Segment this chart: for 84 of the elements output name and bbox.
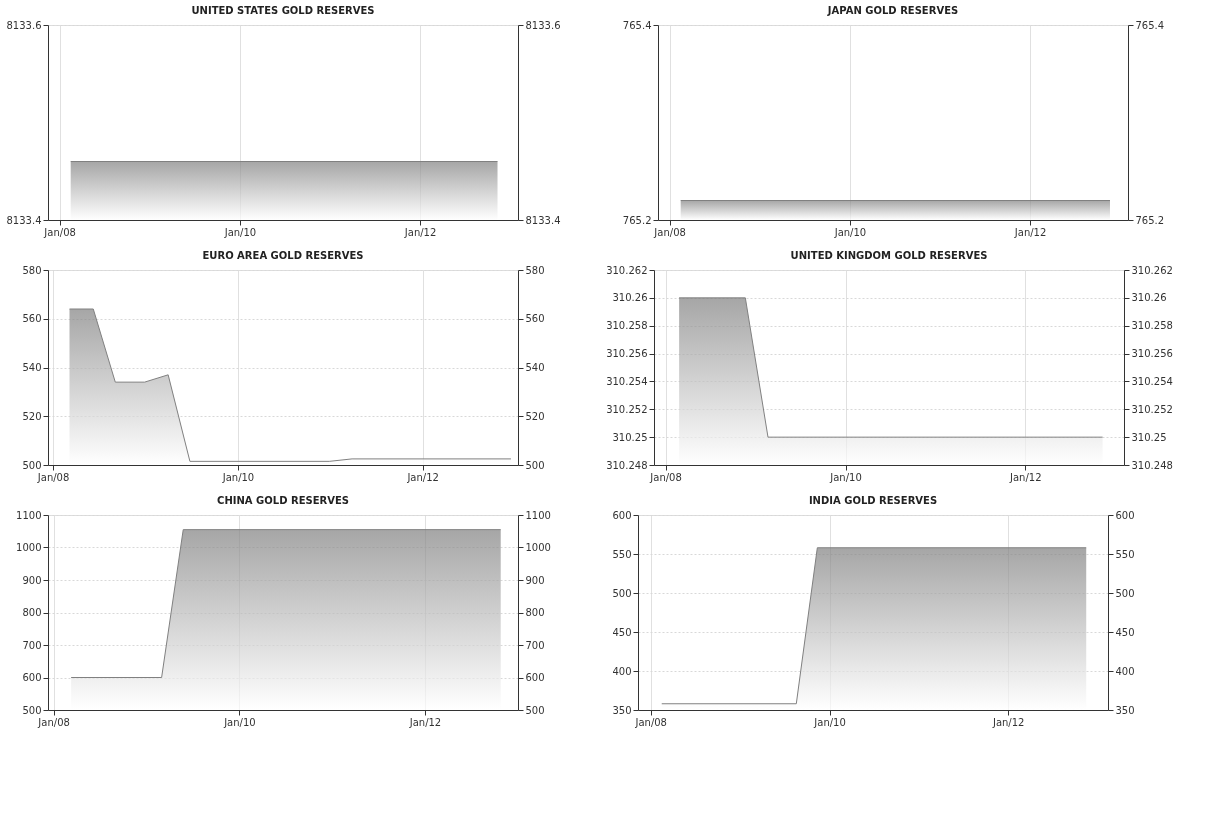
y-tick-label: 540: [22, 362, 42, 373]
y2-tick-label: 310.254: [1131, 375, 1173, 387]
x-tick-label: Jan/12: [408, 716, 442, 728]
y2-tick-label: 1100: [525, 509, 551, 521]
y2-tick-label: 310.25: [1131, 431, 1167, 443]
chart-title: EURO AREA GOLD RESERVES: [202, 250, 364, 261]
y2-tick-label: 600: [1115, 509, 1135, 521]
x-tick-label: Jan/12: [406, 471, 439, 483]
y2-tick-label: 580: [525, 264, 545, 276]
y-tick-label: 310.262: [606, 264, 648, 276]
y2-tick-label: 400: [1115, 665, 1135, 677]
y-tick-label: 765.2: [622, 214, 652, 226]
x-tick-label: Jan/10: [813, 716, 846, 728]
y-tick-label: 550: [612, 548, 632, 560]
y2-tick-label: 450: [1115, 626, 1135, 638]
y2-tick-label: 500: [525, 459, 545, 471]
y-tick-label: 600: [612, 509, 632, 521]
y-tick-label: 310.25: [612, 431, 648, 443]
y-tick-label: 450: [612, 626, 632, 638]
y-tick-label: 310.26: [612, 292, 648, 304]
y-tick-label: 8133.4: [6, 214, 42, 226]
y2-tick-label: 560: [525, 313, 545, 325]
y-tick-label: 900: [22, 574, 42, 586]
y2-tick-label: 310.252: [1131, 403, 1173, 415]
y-tick-label: 800: [22, 607, 42, 618]
y2-tick-label: 310.26: [1131, 292, 1167, 304]
y-tick-label: 500: [22, 704, 42, 716]
y2-tick-label: 765.4: [1135, 19, 1165, 31]
y2-tick-label: 700: [525, 639, 545, 651]
x-tick-label: Jan/08: [43, 226, 76, 238]
y2-tick-label: 8133.4: [525, 214, 561, 226]
y2-tick-label: 800: [525, 607, 545, 618]
y2-tick-label: 8133.6: [525, 19, 561, 31]
y-tick-label: 500: [22, 459, 42, 471]
y-tick-label: 310.252: [606, 403, 648, 415]
y-tick-label: 500: [612, 587, 632, 599]
x-tick-label: Jan/08: [649, 471, 682, 483]
chart-title: UNITED STATES GOLD RESERVES: [191, 5, 375, 16]
y2-tick-label: 600: [525, 672, 545, 683]
x-tick-label: Jan/12: [1009, 471, 1042, 483]
y2-tick-label: 310.262: [1131, 264, 1173, 276]
chart-title: JAPAN GOLD RESERVES: [826, 5, 959, 16]
chart-title: CHINA GOLD RESERVES: [217, 495, 349, 506]
x-tick-label: Jan/12: [991, 716, 1025, 728]
y-tick-label: 700: [22, 639, 42, 651]
y2-tick-label: 310.256: [1131, 348, 1173, 360]
x-tick-label: Jan/08: [653, 226, 686, 238]
y2-tick-label: 765.2: [1135, 214, 1165, 226]
y2-tick-label: 550: [1115, 548, 1135, 560]
y2-tick-label: 310.248: [1131, 459, 1173, 471]
chart-title: INDIA GOLD RESERVES: [808, 495, 938, 506]
y-tick-label: 310.256: [606, 348, 648, 360]
x-tick-label: Jan/10: [223, 716, 256, 728]
y2-tick-label: 1000: [525, 542, 551, 553]
y-tick-label: 310.248: [606, 459, 648, 471]
x-tick-label: Jan/10: [833, 226, 867, 238]
y2-tick-label: 520: [525, 410, 545, 422]
y2-tick-label: 500: [525, 704, 545, 716]
y-tick-label: 310.258: [606, 320, 648, 332]
x-tick-label: Jan/08: [634, 716, 667, 728]
y2-tick-label: 350: [1115, 704, 1135, 716]
x-tick-label: Jan/10: [829, 471, 862, 483]
x-tick-label: Jan/12: [403, 226, 437, 238]
y-tick-label: 310.254: [606, 375, 648, 387]
y-tick-label: 350: [612, 704, 632, 716]
y2-tick-label: 310.258: [1131, 320, 1173, 332]
y-tick-label: 8133.6: [6, 19, 42, 31]
x-tick-label: Jan/10: [223, 226, 257, 238]
y2-tick-label: 540: [525, 362, 545, 373]
x-tick-label: Jan/08: [37, 716, 70, 728]
y-tick-label: 765.4: [622, 19, 652, 31]
y-tick-label: 1000: [16, 542, 42, 553]
x-tick-label: Jan/08: [36, 471, 70, 483]
x-tick-label: Jan/12: [1013, 226, 1047, 238]
y-tick-label: 600: [22, 672, 42, 683]
y-tick-label: 580: [22, 264, 42, 276]
x-tick-label: Jan/10: [221, 471, 255, 483]
chart-title: UNITED KINGDOM GOLD RESERVES: [790, 250, 988, 261]
y2-tick-label: 900: [525, 574, 545, 586]
y-tick-label: 400: [612, 665, 632, 677]
y-tick-label: 520: [22, 410, 42, 422]
y-tick-label: 1100: [16, 509, 42, 521]
y-tick-label: 560: [22, 313, 42, 325]
y2-tick-label: 500: [1115, 587, 1135, 599]
